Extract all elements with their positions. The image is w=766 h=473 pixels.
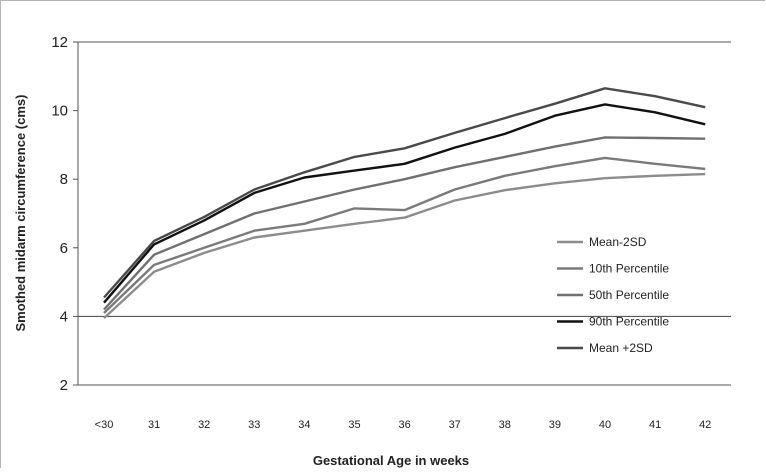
legend-label: Mean-2SD [589, 235, 647, 249]
legend-label: Mean +2SD [589, 341, 653, 355]
y-tick-label: 4 [60, 308, 68, 325]
x-tick-label: 31 [148, 419, 160, 431]
x-axis-ticks: <30 31 32 33 34 35 36 37 38 39 40 41 42 [95, 419, 712, 431]
legend: Mean-2SD 10th Percentile 50th Percentile 90… [557, 235, 669, 355]
series-line-1 [103, 156, 706, 314]
x-tick-label: 35 [348, 419, 360, 431]
x-tick-label: <30 [95, 419, 114, 431]
x-tick-label: 39 [549, 419, 561, 431]
series-line-0 [103, 172, 706, 319]
x-tick-label: 33 [248, 419, 260, 431]
x-tick-label: 34 [298, 419, 310, 431]
y-tick-label: 6 [60, 240, 68, 257]
series-line-2 [103, 136, 706, 311]
x-tick-label: 42 [699, 419, 711, 431]
y-tick-label: 12 [51, 34, 68, 51]
series-lines [103, 87, 706, 319]
legend-label: 90th Percentile [589, 315, 669, 329]
legend-label: 10th Percentile [589, 262, 669, 276]
series-line-3 [103, 103, 706, 304]
x-tick-label: 38 [499, 419, 511, 431]
y-tick-label: 8 [60, 171, 68, 188]
y-axis-ticks: 2 4 6 8 10 12 [51, 34, 78, 394]
y-tick-label: 2 [60, 377, 68, 394]
plot-area [77, 41, 731, 386]
series-line-4 [103, 87, 706, 299]
x-tick-label: 36 [398, 419, 410, 431]
legend-label: 50th Percentile [589, 288, 669, 302]
x-tick-label: 40 [599, 419, 611, 431]
x-axis-title: Gestational Age in weeks [313, 453, 469, 468]
x-tick-label: 32 [198, 419, 210, 431]
y-tick-label: 10 [51, 103, 68, 120]
x-tick-label: 37 [449, 419, 461, 431]
y-axis-title: Smothed midarm circumference (cms) [13, 95, 28, 332]
x-tick-label: 41 [649, 419, 661, 431]
